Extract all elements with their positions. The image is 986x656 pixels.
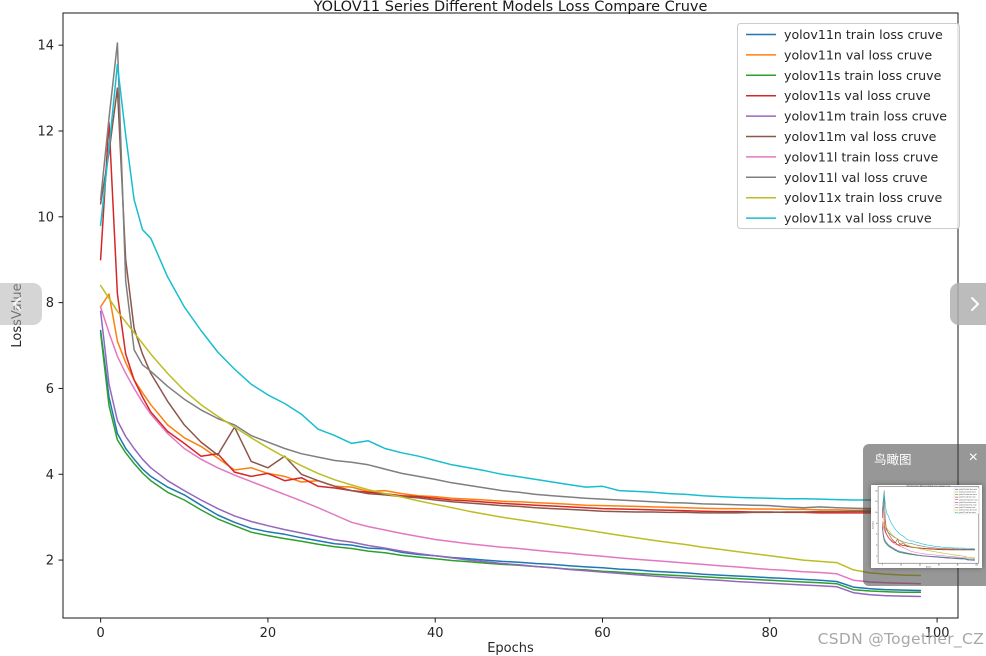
minimap-thumbnail-chart: YOLOV11 Series Different Models Loss Com… [872,485,982,568]
loss-curve-yolov11n-val-loss-cruve [99,293,922,512]
legend-label: yolov11l val loss cruve [784,170,928,185]
legend-entry: yolov11m train loss cruve [746,109,947,124]
minimap-panel: 鸟瞰图 × YOLOV11 Series Different Models Lo… [863,444,986,586]
legend-entry: yolov11l val loss cruve [746,170,928,185]
x-tick-label: 0 [882,565,883,567]
y-tick-label: 14 [37,39,54,54]
x-tick-label: 20 [260,626,277,641]
x-tick-label: 60 [938,565,940,567]
y-tick-label: 10 [875,512,877,514]
chart-title: YOLOV11 Series Different Models Loss Com… [907,485,951,487]
loss-curve-yolov11x-train-loss-cruve [99,284,922,577]
loss-curve-yolov11l-train-loss-cruve [99,306,922,585]
loss-curve-yolov11m-val-loss-cruve [99,87,922,514]
y-tick-label: 2 [46,554,54,569]
loss-curve-yolov11l-val-loss-cruve [99,42,922,510]
loss-curve-yolov11x-val-loss-cruve [882,493,974,548]
scroll-right-button[interactable] [950,283,986,325]
legend-label: yolov11x val loss cruve [784,211,932,226]
legend-label: yolov11s val loss cruve [784,88,931,103]
minimap-header: 鸟瞰图 × [863,444,986,472]
loss-curve-yolov11m-train-loss-cruve [99,310,922,598]
x-tick-label: 80 [762,626,779,641]
x-tick-label: 0 [96,626,104,641]
x-tick-label: 40 [919,565,921,567]
x-tick-label: 60 [594,626,611,641]
legend-entry: yolov11n val loss cruve [746,47,932,62]
y-tick-label: 4 [46,468,54,483]
legend-box [737,23,960,229]
x-tick-label: 40 [427,626,444,641]
x-tick-label: 20 [900,565,902,567]
legend-label: yolov11n train loss cruve [784,27,943,42]
y-tick-label: 12 [37,124,54,139]
y-tick-label: 12 [875,501,877,503]
chart-title: YOLOV11 Series Different Models Loss Com… [313,0,708,15]
y-tick-label: 8 [876,523,877,525]
chevron-left-icon [13,297,21,311]
legend-label: yolov11s train loss cruve [784,68,942,83]
chevron-right-icon [971,297,979,311]
y-tick-label: 2 [876,555,877,557]
legend-entry: yolov11s train loss cruve [746,68,942,83]
legend-entry: yolov11n train loss cruve [746,27,943,42]
minimap-close-button[interactable]: × [969,450,978,466]
x-tick-label: 100 [975,565,978,567]
legend: yolov11n train loss cruve yolov11n val lo… [737,23,960,229]
x-axis-label: Epochs [487,641,534,656]
legend-entry: yolov11m val loss cruve [746,129,937,144]
y-tick-label: 4 [876,545,877,547]
y-tick-label: 14 [875,490,877,492]
legend-entry: yolov11x train loss cruve [746,190,942,205]
y-tick-label: 8 [46,296,54,311]
loss-curve-yolov11n-val-loss-cruve [882,522,974,549]
close-icon: × [968,449,978,466]
legend-label: yolov11m train loss cruve [784,109,947,124]
legend-label: yolov11l train loss cruve [784,149,939,164]
legend-label: yolov11m val loss cruve [784,129,937,144]
loss-curve-yolov11m-train-loss-cruve [882,524,974,560]
x-tick-label: 80 [957,565,959,567]
legend-label: yolov11n val loss cruve [784,47,932,62]
x-axis-label: Epochs [926,566,931,568]
watermark: CSDN @Together_CZ [817,630,984,648]
minimap-title: 鸟瞰图 [874,451,912,467]
minimap-thumbnail[interactable]: YOLOV11 Series Different Models Loss Com… [871,485,982,568]
loss-curve-yolov11x-val-loss-cruve [99,63,922,502]
scroll-left-button[interactable] [0,283,42,325]
legend-entry: yolov11s val loss cruve [746,88,931,103]
loss-curve-yolov11m-val-loss-cruve [882,496,974,550]
y-tick-label: 6 [876,534,877,536]
loss-curve-yolov11l-val-loss-cruve [882,490,974,549]
y-tick-label: 6 [46,382,54,397]
y-axis-label: LossValue [872,521,874,529]
loss-curve-yolov11x-train-loss-cruve [882,521,974,558]
plot-spines [878,487,979,564]
legend-label: yolov11x train loss cruve [784,190,942,205]
legend-entry: yolov11x val loss cruve [746,211,932,226]
y-tick-label: 10 [37,210,54,225]
loss-curve-yolov11l-train-loss-cruve [882,524,974,559]
legend-entry: yolov11l train loss cruve [746,149,939,164]
loss-curve-yolov11s-train-loss-cruve [99,331,922,594]
x-tick-label: 100 [925,626,950,641]
loss-curve-yolov11n-train-loss-cruve [99,329,922,592]
legend-box [954,488,979,514]
